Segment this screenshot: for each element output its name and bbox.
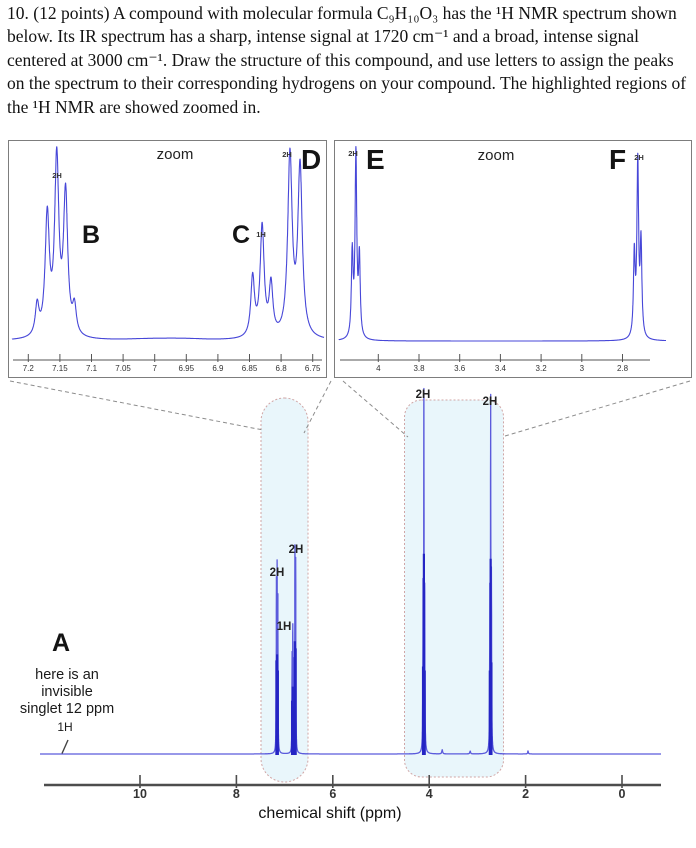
integration-B: 2H [52,171,62,180]
peak-label-F: F [609,144,627,175]
hidden-singlet-note-line-2: invisible [41,684,93,700]
zoom-callout-line [9,380,264,431]
zoom-panel-aliphatic [334,140,692,378]
main-integration-f: 2H [482,396,498,408]
main-integration-d: 2H [288,544,304,556]
x-axis-title: chemical shift (ppm) [258,805,402,822]
peak-label-C: C [232,221,251,249]
main-tick-label: 6 [329,787,336,801]
main-tick-label: 0 [619,787,626,801]
main-integration-e: 2H [415,389,431,401]
main-tick-label: 4 [426,787,433,801]
integration-C: 1H [256,230,266,239]
zoom-title-right: zoom [477,147,515,164]
main-integration-c: 1H [276,621,292,633]
hidden-singlet-note-line-1: here is an [35,667,99,683]
hidden-singlet-mark [61,739,69,754]
peak-label-B: B [82,221,101,249]
main-tick-label: 2 [522,787,529,801]
zoom-callout-line [303,380,332,434]
highlight-region-aromatic [260,397,309,783]
peak-label-D: D [301,144,322,175]
zoom-callout-line [342,380,409,438]
integration-D: 2H [282,150,292,159]
zoom-title-left: zoom [156,146,194,163]
integration-E: 2H [348,149,358,158]
hidden-singlet-integration: 1H [57,720,73,734]
main-trace [39,387,662,755]
hidden-singlet-note-line-3: singlet 12 ppm [19,701,115,717]
highlight-region-aliphatic [404,399,504,778]
main-tick-label: 10 [133,787,147,801]
main-tick-label: 8 [233,787,240,801]
integration-F: 2H [634,153,644,162]
main-integration-b: 2H [269,567,285,579]
zoom-callout-line [504,380,691,437]
peak-label-E: E [366,144,385,175]
peak-label-A: A [52,629,71,657]
question-text: 10. (12 points) A compound with molecula… [7,3,687,117]
